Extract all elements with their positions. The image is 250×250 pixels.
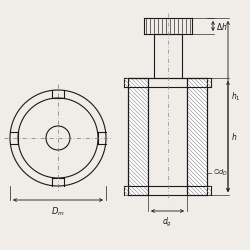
Bar bbox=[124, 78, 128, 87]
Text: $h_1$: $h_1$ bbox=[231, 90, 241, 103]
Text: $\varnothing d_D$: $\varnothing d_D$ bbox=[213, 166, 228, 177]
Text: $\Delta h$: $\Delta h$ bbox=[216, 20, 228, 32]
Bar bbox=[128, 78, 148, 195]
Text: $d_g$: $d_g$ bbox=[162, 216, 172, 229]
Bar bbox=[124, 186, 128, 195]
Text: $h$: $h$ bbox=[231, 131, 237, 142]
Text: $D_m$: $D_m$ bbox=[51, 205, 65, 218]
Bar bbox=[187, 78, 207, 195]
Bar bbox=[207, 78, 211, 87]
Bar bbox=[207, 186, 211, 195]
